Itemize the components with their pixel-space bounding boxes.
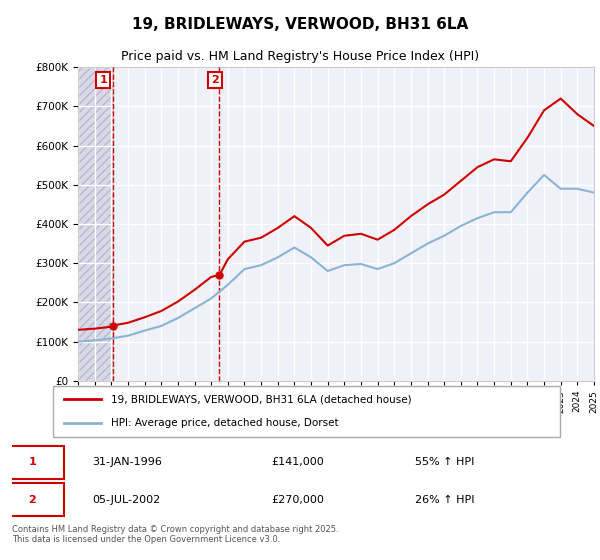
Text: Price paid vs. HM Land Registry's House Price Index (HPI): Price paid vs. HM Land Registry's House … [121, 50, 479, 63]
Text: HPI: Average price, detached house, Dorset: HPI: Average price, detached house, Dors… [112, 418, 339, 428]
Bar [78, 67, 113, 381]
FancyBboxPatch shape [1, 483, 64, 516]
Text: 2: 2 [211, 75, 219, 85]
Text: 1: 1 [28, 458, 36, 468]
Text: 05-JUL-2002: 05-JUL-2002 [92, 494, 161, 505]
Text: 19, BRIDLEWAYS, VERWOOD, BH31 6LA: 19, BRIDLEWAYS, VERWOOD, BH31 6LA [132, 17, 468, 32]
FancyBboxPatch shape [53, 386, 560, 437]
Text: 26% ↑ HPI: 26% ↑ HPI [415, 494, 475, 505]
Text: Contains HM Land Registry data © Crown copyright and database right 2025.
This d: Contains HM Land Registry data © Crown c… [12, 525, 338, 544]
Bar [78, 67, 113, 381]
Text: 19, BRIDLEWAYS, VERWOOD, BH31 6LA (detached house): 19, BRIDLEWAYS, VERWOOD, BH31 6LA (detac… [112, 394, 412, 404]
Text: 55% ↑ HPI: 55% ↑ HPI [415, 458, 475, 468]
Text: 2: 2 [28, 494, 36, 505]
Text: 1: 1 [100, 75, 107, 85]
Text: 31-JAN-1996: 31-JAN-1996 [92, 458, 163, 468]
Text: £141,000: £141,000 [271, 458, 324, 468]
FancyBboxPatch shape [1, 446, 64, 479]
Text: £270,000: £270,000 [271, 494, 324, 505]
